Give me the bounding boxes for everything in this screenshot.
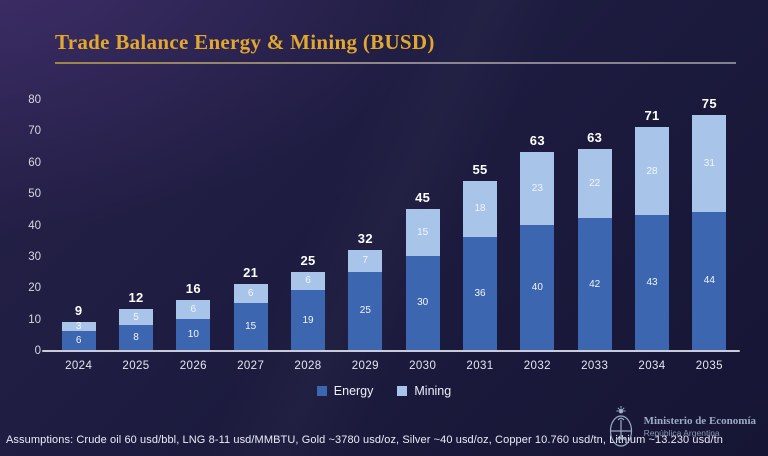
stacked-bar-2032: 23 40 63 [520,133,555,350]
y-axis-tick-20: 20 [28,282,41,295]
x-axis-label-2033: 2033 [581,360,609,372]
x-axis-line [42,350,740,352]
x-axis-label-2027: 2027 [237,360,265,372]
title-underline [55,62,736,64]
y-axis-tick-50: 50 [28,188,41,201]
y-axis-tick-0: 0 [34,345,41,357]
page-title: Trade Balance Energy & Mining (BUSD) [55,30,435,54]
energy-segment-2031: 36 [463,237,497,350]
total-label-2034: 71 [644,108,660,124]
energy-segment-2026: 10 [176,318,211,350]
stacked-bar-2029: 7 25 32 [348,231,383,350]
total-label-2026: 16 [185,280,201,296]
x-axis-label-2028: 2028 [294,360,322,372]
argentina-coat-of-arms-icon [609,406,632,447]
total-label-2028: 25 [300,252,316,268]
y-axis-tick-60: 60 [28,156,41,169]
stacked-bar-2030: 15 30 45 [405,190,440,350]
mining-segment-2029: 7 [348,249,383,272]
total-label-2024: 9 [74,302,83,318]
x-axis-label-2035: 2035 [695,360,723,372]
total-label-2030: 45 [415,189,431,205]
mining-segment-2034: 28 [635,127,669,216]
stacked-bar-2028: 6 19 25 [291,253,325,350]
x-axis-label-2025: 2025 [122,360,150,372]
stacked-bar-2026: 6 10 16 [176,281,211,350]
energy-segment-2028: 19 [291,290,325,350]
x-axis-label-2034: 2034 [638,360,666,372]
total-label-2025: 12 [128,290,144,306]
mining-segment-2024: 3 [61,321,96,332]
chart-legend: Energy Mining [0,384,768,398]
assumptions-text: Assumptions: Crude oil 60 usd/bbl, LNG 8… [6,434,723,446]
total-label-2032: 63 [529,133,545,149]
trade-balance-chart: 0 10 20 30 40 50 60 70 80 3 6 9 2024 5 8 12 2025 6 10 16 202… [28,94,740,372]
total-label-2035: 75 [701,95,717,111]
mining-segment-2030: 15 [405,208,440,256]
y-axis-tick-70: 70 [28,125,41,138]
stacked-bar-2025: 5 8 12 [119,290,153,350]
x-axis-label-2026: 2026 [179,360,207,372]
ministry-name: Ministerio de Economía [643,415,756,427]
energy-segment-2032: 40 [520,224,555,350]
legend-item-energy: Energy [316,384,374,398]
legend-label-energy: Energy [333,384,374,398]
energy-segment-2029: 25 [348,271,383,350]
ministry-logo-text: Ministerio de Economía República Argenti… [644,415,756,439]
y-axis-tick-80: 80 [28,94,41,106]
ministry-subtitle: República Argentina [643,428,720,438]
ministry-logo: Ministerio de Economía República Argenti… [606,404,756,450]
x-axis-label-2030: 2030 [409,360,437,372]
stacked-bar-2034: 28 43 71 [635,108,669,350]
stacked-bar-2033: 22 42 63 [577,130,612,350]
energy-segment-2034: 43 [635,215,669,350]
energy-segment-2025: 8 [119,324,153,350]
stacked-bar-2027: 6 15 21 [233,265,268,350]
mining-segment-2026: 6 [176,299,211,319]
mining-swatch-icon [397,386,408,396]
energy-segment-2035: 44 [692,211,727,350]
y-axis-tick-40: 40 [28,219,41,232]
x-axis-label-2032: 2032 [523,360,551,372]
mining-segment-2035: 31 [692,114,727,212]
mining-segment-2031: 18 [463,180,497,238]
x-axis-label-2029: 2029 [351,360,379,372]
total-label-2029: 32 [357,230,373,246]
energy-swatch-icon [316,386,327,396]
energy-segment-2027: 15 [233,302,268,350]
y-axis-tick-10: 10 [28,313,41,326]
legend-label-mining: Mining [414,384,452,398]
stacked-bar-2035: 31 44 75 [692,96,727,350]
energy-segment-2033: 42 [577,218,612,350]
y-axis-tick-30: 30 [28,250,41,263]
x-axis-label-2031: 2031 [466,360,494,372]
x-axis-label-2024: 2024 [65,360,93,372]
total-label-2031: 55 [472,161,488,177]
mining-segment-2025: 5 [119,309,153,325]
mining-segment-2028: 6 [291,271,325,291]
mining-segment-2033: 22 [577,149,612,219]
legend-item-mining: Mining [397,384,451,398]
stacked-bar-2031: 18 36 55 [463,162,497,350]
energy-segment-2024: 6 [61,331,96,350]
total-label-2027: 21 [243,265,259,281]
mining-segment-2032: 23 [520,152,555,225]
mining-segment-2027: 6 [233,284,268,303]
total-label-2033: 63 [587,130,603,146]
energy-segment-2030: 30 [405,255,440,350]
